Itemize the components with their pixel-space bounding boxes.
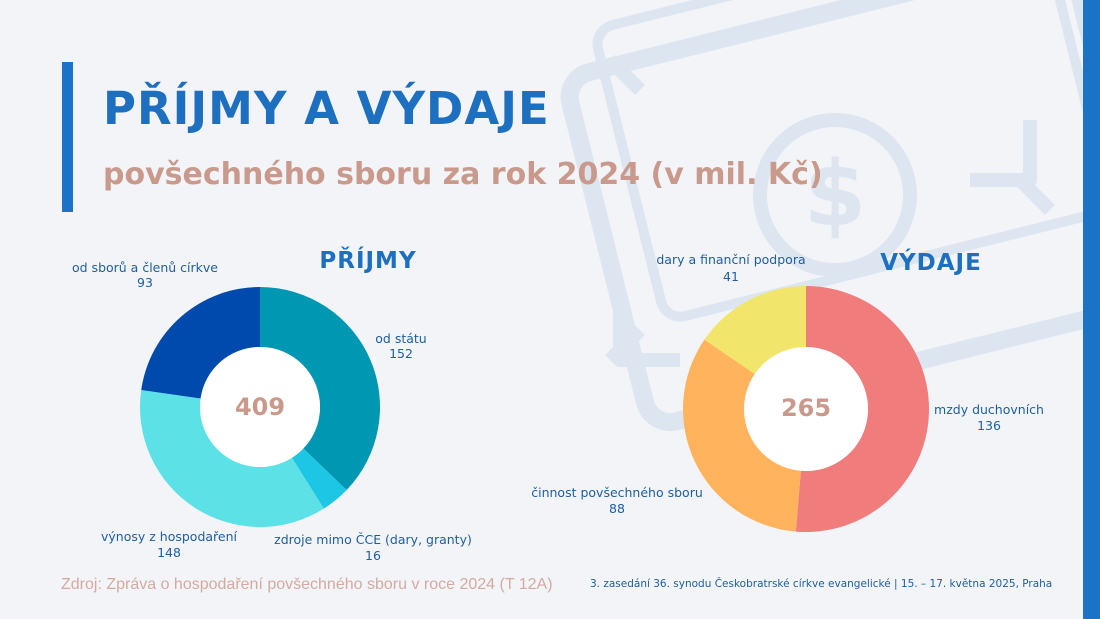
slice-label-od-statu: od státu 152 xyxy=(375,331,426,361)
slice-label-name: dary a finanční podpora xyxy=(656,252,805,267)
income-chart: PŘÍJMY 409 od státu 152 zdroje mimo ČCE … xyxy=(72,246,472,563)
event-footer: 3. zasedání 36. synodu Českobratrské cír… xyxy=(590,578,1053,590)
donut-slice xyxy=(683,339,801,532)
page-subtitle: povšechného sboru za rok 2024 (v mil. Kč… xyxy=(103,157,823,192)
income-chart-title: PŘÍJMY xyxy=(319,246,416,274)
slice-label-name: od státu xyxy=(375,331,426,346)
donut-slice xyxy=(260,287,380,491)
donut-hole xyxy=(200,347,320,467)
slice-label-value: 16 xyxy=(365,548,381,563)
slice-label-value: 88 xyxy=(609,501,625,516)
slice-label-cinnost: činnost povšechného sboru 88 xyxy=(531,485,703,516)
slice-label-od-sboru: od sborů a členů církve 93 xyxy=(72,260,218,290)
title-accent-bar xyxy=(62,62,73,212)
svg-text:$: $ xyxy=(804,142,867,247)
slice-label-value: 152 xyxy=(389,346,413,361)
income-slices xyxy=(140,287,380,527)
expense-chart: VÝDAJE 265 mzdy duchovních 136 činnost p… xyxy=(531,248,1044,532)
expense-total: 265 xyxy=(781,394,831,422)
accent-bar-right xyxy=(1083,0,1100,619)
source-note: Zdroj: Zpráva o hospodaření povšechného … xyxy=(61,576,553,593)
slice-label-name: mzdy duchovních xyxy=(934,402,1044,417)
donut-slice xyxy=(140,390,324,527)
donut-slice xyxy=(795,286,930,532)
slice-label-name: zdroje mimo ČCE (dary, granty) xyxy=(274,532,472,547)
slice-label-name: výnosy z hospodaření xyxy=(101,529,238,544)
slice-label-value: 148 xyxy=(157,545,181,560)
slice-label-value: 136 xyxy=(977,418,1001,433)
slice-label-zdroje-mimo-cce: zdroje mimo ČCE (dary, granty) 16 xyxy=(274,532,472,563)
donut-slice xyxy=(704,286,806,375)
slice-label-value: 93 xyxy=(137,275,153,290)
slice-label-name: od sborů a členů církve xyxy=(72,260,218,275)
page-title: PŘÍJMY A VÝDAJE xyxy=(103,82,550,135)
slice-label-name: činnost povšechného sboru xyxy=(531,485,703,500)
donut-slice xyxy=(291,448,347,509)
slice-label-vynosy-z-hospodareni: výnosy z hospodaření 148 xyxy=(101,529,238,560)
donut-slice xyxy=(141,287,260,399)
expense-chart-title: VÝDAJE xyxy=(880,248,982,276)
expense-slices xyxy=(683,286,930,532)
donut-hole xyxy=(744,347,868,471)
slice-label-mzdy-duchovnich: mzdy duchovních 136 xyxy=(934,402,1044,433)
slice-label-dary: dary a finanční podpora 41 xyxy=(656,252,805,284)
income-total: 409 xyxy=(235,393,285,421)
slice-label-value: 41 xyxy=(723,269,739,284)
